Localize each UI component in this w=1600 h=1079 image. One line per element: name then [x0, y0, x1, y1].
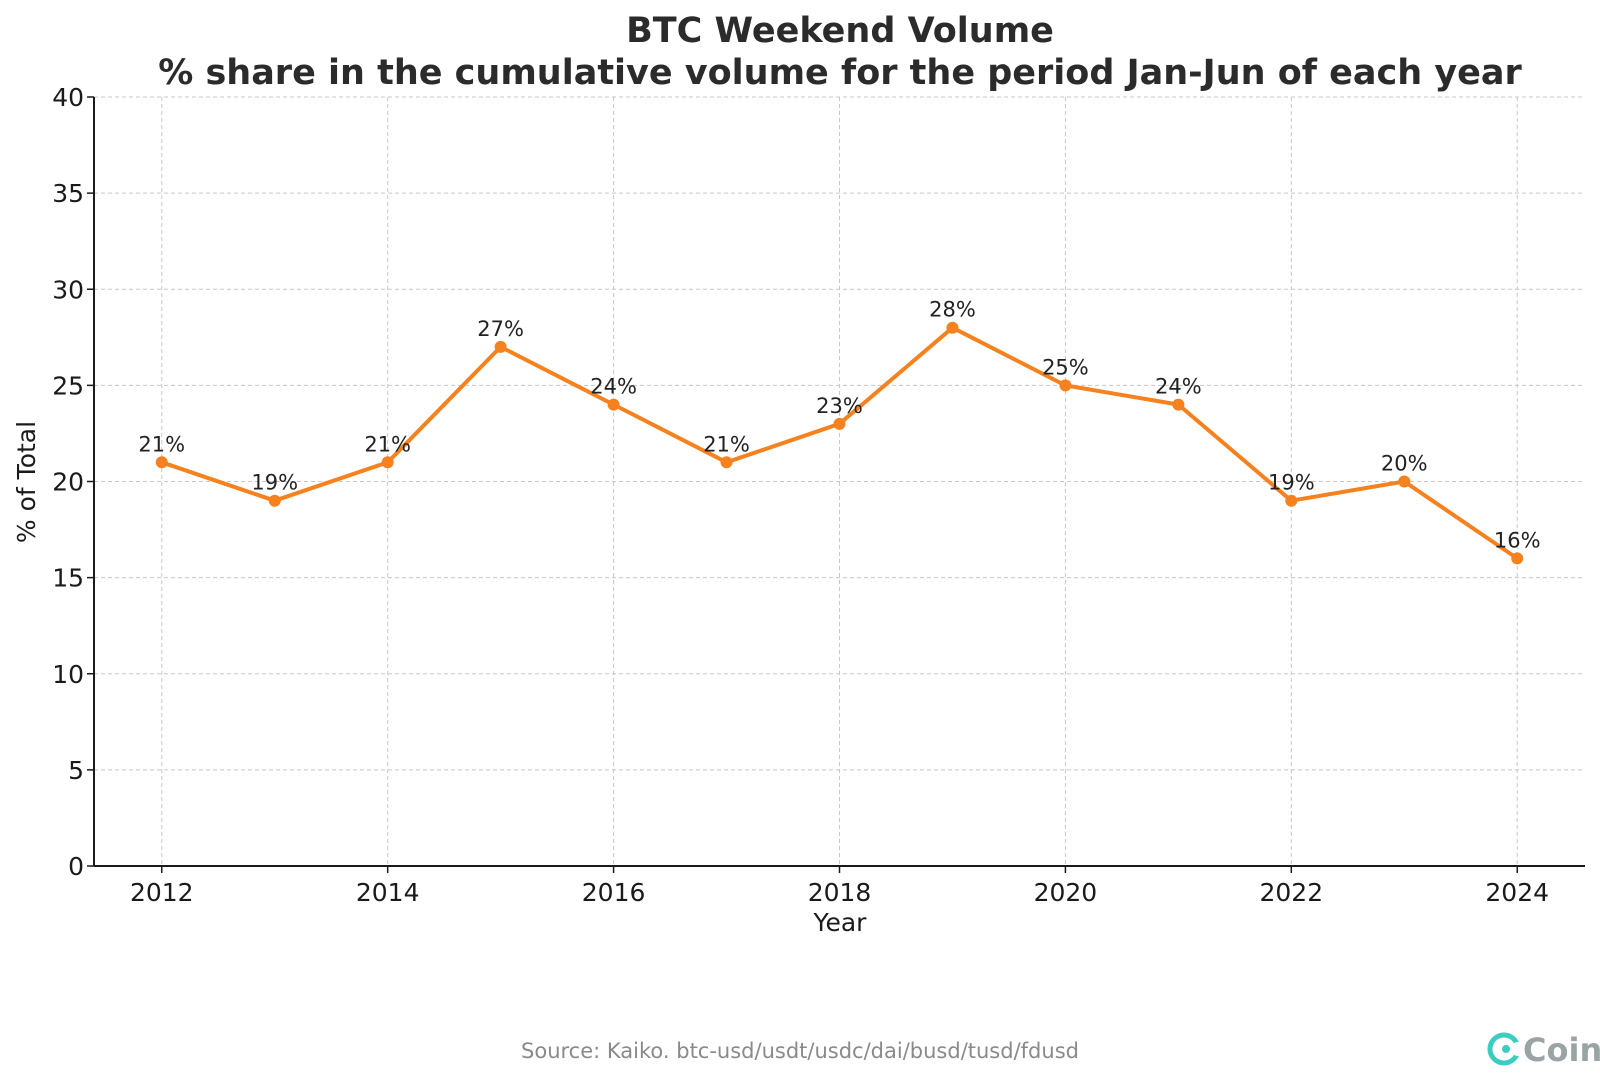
axes: [87, 96, 1585, 873]
coinex-logo-icon: [1487, 1032, 1525, 1066]
data-label: 28%: [929, 298, 976, 322]
data-labels: 21% 19% 21% 27% 24% 21% 23% 28% 25% 24% 19% 20% 16%: [138, 298, 1540, 553]
data-label: 24%: [590, 375, 637, 399]
data-label: 21%: [364, 432, 411, 456]
data-point: [607, 398, 620, 411]
x-tick-label: 2012: [130, 878, 194, 907]
tick-labels: 0 5 10 15 20 25 30 35 40 2012 2014 2016 2018 2020 2022…: [52, 83, 1549, 907]
x-tick-label: 2018: [808, 878, 872, 907]
data-label: 23%: [816, 394, 863, 418]
x-axis-label: Year: [813, 908, 868, 937]
data-point: [1059, 379, 1072, 392]
data-point: [381, 456, 394, 469]
x-tick-label: 2022: [1260, 878, 1324, 907]
data-label: 20%: [1381, 452, 1428, 476]
data-point: [946, 321, 959, 334]
data-point: [833, 417, 846, 430]
chart-title: BTC Weekend Volume: [626, 11, 1054, 51]
coinex-logo: CoinEx: [1487, 1031, 1600, 1069]
data-label: 19%: [251, 471, 298, 495]
x-tick-label: 2020: [1034, 878, 1098, 907]
x-tick-label: 2016: [582, 878, 646, 907]
y-axis-label: % of Total: [12, 421, 41, 543]
data-label: 16%: [1494, 528, 1541, 552]
data-point: [720, 456, 733, 469]
data-label: 19%: [1268, 471, 1315, 495]
y-tick-label: 20: [52, 468, 84, 497]
y-tick-label: 35: [52, 179, 84, 208]
data-label: 27%: [477, 317, 524, 341]
x-tick-label: 2024: [1485, 878, 1549, 907]
y-tick-label: 25: [52, 371, 84, 400]
grid: [94, 96, 1585, 866]
coinex-logo-text: CoinEx: [1523, 1031, 1600, 1069]
source-note: Source: Kaiko. btc-usd/usdt/usdc/dai/bus…: [521, 1039, 1079, 1063]
y-tick-label: 0: [68, 852, 84, 881]
y-tick-label: 5: [68, 756, 84, 785]
data-point: [494, 340, 507, 353]
y-tick-label: 40: [52, 83, 84, 112]
data-label: 21%: [138, 432, 185, 456]
x-tick-label: 2014: [356, 878, 420, 907]
y-tick-label: 15: [52, 564, 84, 593]
chart-subtitle: % share in the cumulative volume for the…: [158, 53, 1522, 93]
data-label: 21%: [703, 432, 750, 456]
data-point: [1511, 552, 1524, 565]
series: [155, 321, 1524, 565]
y-tick-label: 30: [52, 275, 84, 304]
y-tick-label: 10: [52, 660, 84, 689]
data-point: [268, 494, 281, 507]
data-point: [1172, 398, 1185, 411]
data-label: 24%: [1155, 375, 1202, 399]
data-point: [1398, 475, 1411, 488]
data-point: [155, 456, 168, 469]
data-point: [1285, 494, 1298, 507]
data-label: 25%: [1042, 355, 1089, 379]
